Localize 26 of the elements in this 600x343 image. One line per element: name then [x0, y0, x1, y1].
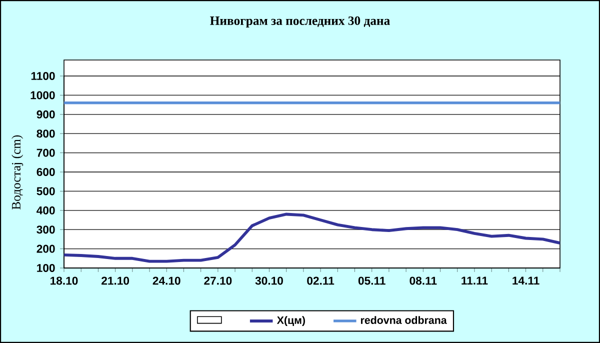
x-tick-label: 24.10 [152, 276, 180, 285]
y-tick-label: 1100 [31, 72, 55, 80]
y-tick-label: 700 [36, 148, 55, 157]
y-tick-label: 500 [36, 187, 55, 196]
y-tick-label: 900 [36, 110, 55, 118]
y-tick-label: 800 [36, 130, 55, 138]
x-tick-label: 18.10 [50, 276, 78, 285]
y-tick-label: 200 [36, 244, 55, 253]
y-tick-label: 1000 [30, 91, 55, 100]
line-series [64, 212, 560, 263]
x-tick-label: 21.10 [102, 276, 130, 285]
x-tick-label: 11.11 [462, 276, 488, 285]
y-axis-title: Водостај (cm) [12, 135, 24, 210]
legend-label: X(цм) [276, 316, 305, 326]
y-tick-label: 100 [37, 264, 55, 272]
x-tick-label: 30.10 [255, 276, 283, 285]
x-tick-label: 27.10 [204, 276, 232, 285]
legend-label: redovna odbrana [360, 316, 447, 324]
chart-title: Нивограм за последних 30 дана [210, 16, 390, 28]
x-tick-label: 02.11 [307, 276, 334, 285]
x-tick-label: 14.11 [512, 276, 540, 285]
x-tick-label: 05.11 [358, 276, 386, 285]
y-tick-label: 300 [36, 226, 55, 234]
y-tick-label: 600 [36, 168, 55, 176]
x-tick-label: 08.11 [410, 276, 437, 285]
y-tick-label: 400 [36, 206, 55, 214]
